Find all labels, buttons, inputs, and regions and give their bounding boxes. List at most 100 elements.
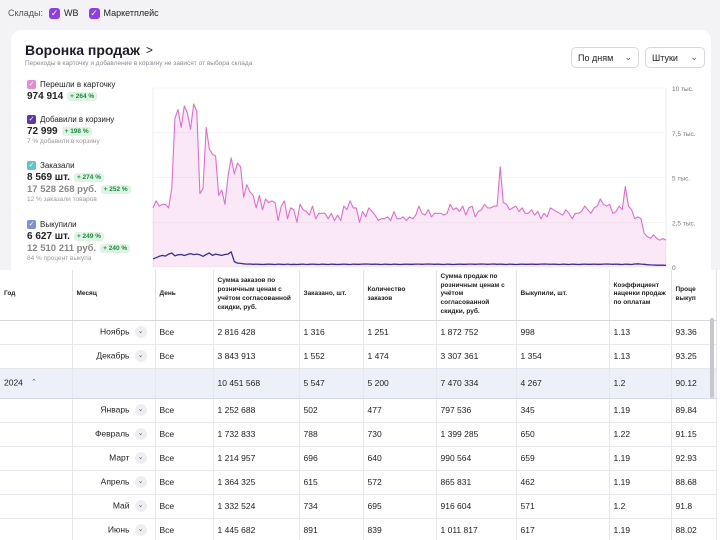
cell-orders-sum: 10 451 568 [213, 368, 300, 399]
col-header-orders-count[interactable]: Количество заказов [363, 270, 437, 321]
sales-funnel-card: Воронка продаж > Переходы в карточку и д… [11, 30, 711, 275]
metric-secondary-value: 12 510 211 руб. [27, 243, 97, 254]
metric-card-views[interactable]: ✓ Перешли в карточку 974 914 + 264 % [27, 80, 115, 102]
cell-day: Все [155, 398, 214, 423]
cell-month: Апрель ⌄ [72, 470, 156, 495]
y-tick-label: 7,5 тыс. [672, 131, 696, 138]
cell-ordered: 502 [299, 398, 364, 423]
warehouse-marketplace-label: Маркетплейс [103, 8, 159, 18]
chevron-right-icon: > [145, 43, 153, 57]
table-row[interactable]: Январь ⌄ Все 1 252 688 502 477 797 536 345 1.19 8… [0, 398, 717, 423]
period-select[interactable]: По дням ⌄ [571, 47, 639, 68]
chevron-down-icon[interactable]: ⌄ [134, 326, 147, 338]
metric-label: Добавили в корзину [40, 115, 115, 124]
table-row[interactable]: Март ⌄ Все 1 214 957 696 640 990 564 659 1.19 92.… [0, 446, 717, 471]
chevron-down-icon[interactable]: ⌄ [134, 350, 147, 362]
table-row[interactable]: Ноябрь ⌄ Все 2 816 428 1 316 1 251 1 872 752 99… [0, 320, 717, 345]
cell-coef: 1.19 [609, 470, 672, 495]
cell-sales-sum: 990 564 [436, 446, 517, 471]
cell-bought: 571 [516, 494, 610, 519]
col-header-coef[interactable]: Коэффициент наценки продаж по оплатам [609, 270, 672, 321]
cell-pct: 91.8 [671, 494, 717, 519]
warehouse-filter-label: Склады: [8, 8, 44, 18]
cell-ordered: 615 [299, 470, 364, 495]
metric-label: Выкупили [40, 220, 77, 229]
month-value: Май [112, 500, 130, 511]
col-header-day[interactable]: День [155, 270, 214, 321]
cell-sales-sum: 7 470 334 [436, 368, 517, 399]
chevron-down-icon[interactable]: ⌄ [134, 404, 147, 416]
cell-pct: 89.84 [671, 398, 717, 423]
table-row[interactable]: Май ⌄ Все 1 332 524 734 695 916 604 571 1.2 91.8 [0, 494, 717, 519]
table-scrollbar[interactable] [710, 318, 714, 398]
table-row[interactable]: Декабрь ⌄ Все 3 843 913 1 552 1 474 3 307 361 1… [0, 344, 717, 369]
y-tick-label: 5 тыс. [672, 176, 690, 183]
month-value: Декабрь [96, 350, 130, 361]
col-header-year[interactable]: Год [0, 270, 73, 321]
cell-orders-sum: 2 816 428 [213, 320, 300, 345]
check-icon: ✓ [27, 115, 36, 124]
cell-orders-count: 572 [363, 470, 437, 495]
cell-orders-count: 730 [363, 422, 437, 447]
cell-year [0, 494, 73, 519]
cell-year: 2024 ⌃ [0, 368, 73, 399]
metric-note: 7 % добавили в корзину [27, 138, 100, 145]
chevron-up-icon[interactable]: ⌃ [30, 379, 37, 386]
unit-select[interactable]: Штуки ⌄ [645, 47, 705, 68]
cell-ordered: 788 [299, 422, 364, 447]
table-row[interactable]: Февраль ⌄ Все 1 732 833 788 730 1 399 285 650 1.… [0, 422, 717, 447]
check-icon: ✓ [88, 7, 100, 19]
cell-day: Все [155, 494, 214, 519]
cell-month: Май ⌄ [72, 494, 156, 519]
chevron-down-icon: ⌄ [690, 52, 698, 62]
table-row-year[interactable]: 2024 ⌃ 10 451 568 5 547 5 200 7 470 334 4 267 1… [0, 368, 717, 399]
cell-bought: 1 354 [516, 344, 610, 369]
col-header-buyout-pct[interactable]: Проце выкуп [671, 270, 717, 321]
col-header-orders-sum[interactable]: Сумма заказов по розничным ценам с учёто… [213, 270, 300, 321]
growth-badge: + 252 % [100, 185, 131, 194]
col-header-bought[interactable]: Выкупили, шт. [516, 270, 610, 321]
cell-orders-count: 477 [363, 398, 437, 423]
cell-coef: 1.19 [609, 398, 672, 423]
chevron-down-icon[interactable]: ⌄ [134, 476, 147, 488]
col-header-sales-sum[interactable]: Сумма продаж по розничным ценам с учётом… [436, 270, 517, 321]
cell-sales-sum: 1 872 752 [436, 320, 517, 345]
metric-card-bought[interactable]: ✓ Выкупили 6 627 шт. + 249 % 12 510 211 … [27, 220, 131, 262]
month-value: Апрель [100, 476, 130, 487]
funnel-subtitle: Переходы в карточку и добавление в корзи… [25, 60, 253, 67]
metric-card-cart[interactable]: ✓ Добавили в корзину 72 999 + 198 % 7 % … [27, 115, 114, 145]
cell-orders-count: 5 200 [363, 368, 437, 399]
funnel-title-link[interactable]: Воронка продаж > [25, 42, 153, 58]
cell-coef: 1.22 [609, 422, 672, 447]
month-value: Март [109, 452, 130, 463]
growth-badge: + 198 % [61, 127, 92, 136]
table-row[interactable]: Апрель ⌄ Все 1 364 325 615 572 865 831 462 1.19 8… [0, 470, 717, 495]
check-icon: ✓ [27, 220, 36, 229]
chevron-down-icon[interactable]: ⌄ [134, 524, 147, 536]
cell-day [155, 368, 214, 399]
metric-value: 72 999 [27, 126, 58, 137]
chevron-down-icon[interactable]: ⌄ [134, 452, 147, 464]
y-tick-label: 10 тыс. [672, 86, 694, 93]
metric-card-orders[interactable]: ✓ Заказали 8 569 шт. + 274 % 17 528 268 … [27, 161, 131, 203]
funnel-line-chart[interactable]: 10 тыс.7,5 тыс.5 тыс.2,5 тыс.001.1123.11… [151, 80, 706, 275]
cell-pct: 92.93 [671, 446, 717, 471]
warehouse-checkbox-wb[interactable]: ✓ WB [49, 7, 79, 19]
cell-month: Январь ⌄ [72, 398, 156, 423]
table-row[interactable]: Июнь ⌄ Все 1 445 682 891 839 1 011 817 617 1.19 8… [0, 518, 717, 540]
cell-month: Декабрь ⌄ [72, 344, 156, 369]
cell-year [0, 446, 73, 471]
warehouse-checkbox-marketplace[interactable]: ✓ Маркетплейс [88, 7, 159, 19]
chevron-down-icon[interactable]: ⌄ [134, 428, 147, 440]
cell-orders-sum: 1 214 957 [213, 446, 300, 471]
cell-orders-count: 1 251 [363, 320, 437, 345]
cell-month [72, 368, 156, 399]
metric-note: 84 % процент выкупа [27, 255, 92, 262]
cell-orders-count: 695 [363, 494, 437, 519]
metric-value: 8 569 шт. [27, 172, 70, 183]
col-header-ordered[interactable]: Заказано, шт. [299, 270, 364, 321]
col-header-month[interactable]: Месяц [72, 270, 156, 321]
cell-pct: 88.68 [671, 470, 717, 495]
growth-badge: + 274 % [73, 173, 104, 182]
chevron-down-icon[interactable]: ⌄ [134, 500, 147, 512]
